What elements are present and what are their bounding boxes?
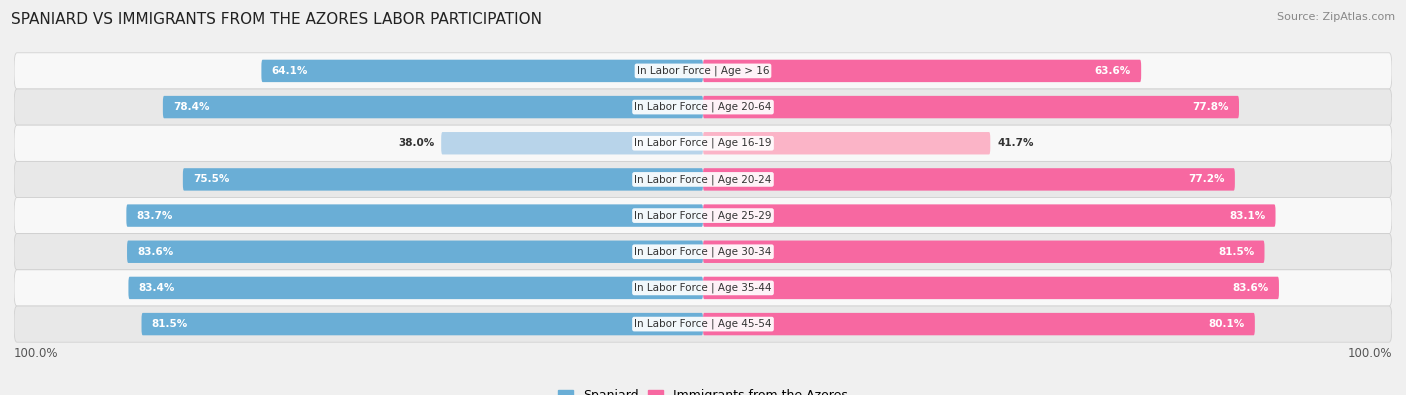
Text: 100.0%: 100.0% <box>1347 347 1392 360</box>
FancyBboxPatch shape <box>703 277 1279 299</box>
Text: 83.6%: 83.6% <box>138 247 173 257</box>
Text: 81.5%: 81.5% <box>152 319 188 329</box>
FancyBboxPatch shape <box>14 161 1392 198</box>
Legend: Spaniard, Immigrants from the Azores: Spaniard, Immigrants from the Azores <box>553 384 853 395</box>
Text: In Labor Force | Age 20-24: In Labor Force | Age 20-24 <box>634 174 772 185</box>
Text: 100.0%: 100.0% <box>14 347 59 360</box>
Text: 63.6%: 63.6% <box>1095 66 1130 76</box>
FancyBboxPatch shape <box>127 241 703 263</box>
Text: Source: ZipAtlas.com: Source: ZipAtlas.com <box>1277 12 1395 22</box>
Text: SPANIARD VS IMMIGRANTS FROM THE AZORES LABOR PARTICIPATION: SPANIARD VS IMMIGRANTS FROM THE AZORES L… <box>11 12 543 27</box>
FancyBboxPatch shape <box>703 96 1239 118</box>
FancyBboxPatch shape <box>703 60 1142 82</box>
FancyBboxPatch shape <box>183 168 703 191</box>
Text: In Labor Force | Age 30-34: In Labor Force | Age 30-34 <box>634 246 772 257</box>
Text: 75.5%: 75.5% <box>193 175 229 184</box>
FancyBboxPatch shape <box>703 204 1275 227</box>
Text: In Labor Force | Age 16-19: In Labor Force | Age 16-19 <box>634 138 772 149</box>
Text: In Labor Force | Age > 16: In Labor Force | Age > 16 <box>637 66 769 76</box>
Text: 77.8%: 77.8% <box>1192 102 1229 112</box>
FancyBboxPatch shape <box>14 53 1392 89</box>
Text: 81.5%: 81.5% <box>1218 247 1254 257</box>
FancyBboxPatch shape <box>703 313 1254 335</box>
FancyBboxPatch shape <box>14 270 1392 306</box>
FancyBboxPatch shape <box>262 60 703 82</box>
FancyBboxPatch shape <box>441 132 703 154</box>
Text: In Labor Force | Age 20-64: In Labor Force | Age 20-64 <box>634 102 772 112</box>
FancyBboxPatch shape <box>14 306 1392 342</box>
Text: In Labor Force | Age 25-29: In Labor Force | Age 25-29 <box>634 210 772 221</box>
FancyBboxPatch shape <box>703 132 990 154</box>
FancyBboxPatch shape <box>14 198 1392 234</box>
FancyBboxPatch shape <box>14 234 1392 270</box>
FancyBboxPatch shape <box>163 96 703 118</box>
FancyBboxPatch shape <box>128 277 703 299</box>
FancyBboxPatch shape <box>142 313 703 335</box>
Text: 80.1%: 80.1% <box>1208 319 1244 329</box>
Text: 83.4%: 83.4% <box>139 283 176 293</box>
Text: 78.4%: 78.4% <box>173 102 209 112</box>
Text: 41.7%: 41.7% <box>997 138 1033 148</box>
FancyBboxPatch shape <box>703 241 1264 263</box>
Text: In Labor Force | Age 45-54: In Labor Force | Age 45-54 <box>634 319 772 329</box>
FancyBboxPatch shape <box>14 89 1392 125</box>
Text: 77.2%: 77.2% <box>1188 175 1225 184</box>
Text: 83.6%: 83.6% <box>1233 283 1268 293</box>
FancyBboxPatch shape <box>703 168 1234 191</box>
FancyBboxPatch shape <box>127 204 703 227</box>
Text: 38.0%: 38.0% <box>398 138 434 148</box>
Text: 83.7%: 83.7% <box>136 211 173 220</box>
Text: In Labor Force | Age 35-44: In Labor Force | Age 35-44 <box>634 283 772 293</box>
Text: 83.1%: 83.1% <box>1229 211 1265 220</box>
FancyBboxPatch shape <box>14 125 1392 161</box>
Text: 64.1%: 64.1% <box>271 66 308 76</box>
